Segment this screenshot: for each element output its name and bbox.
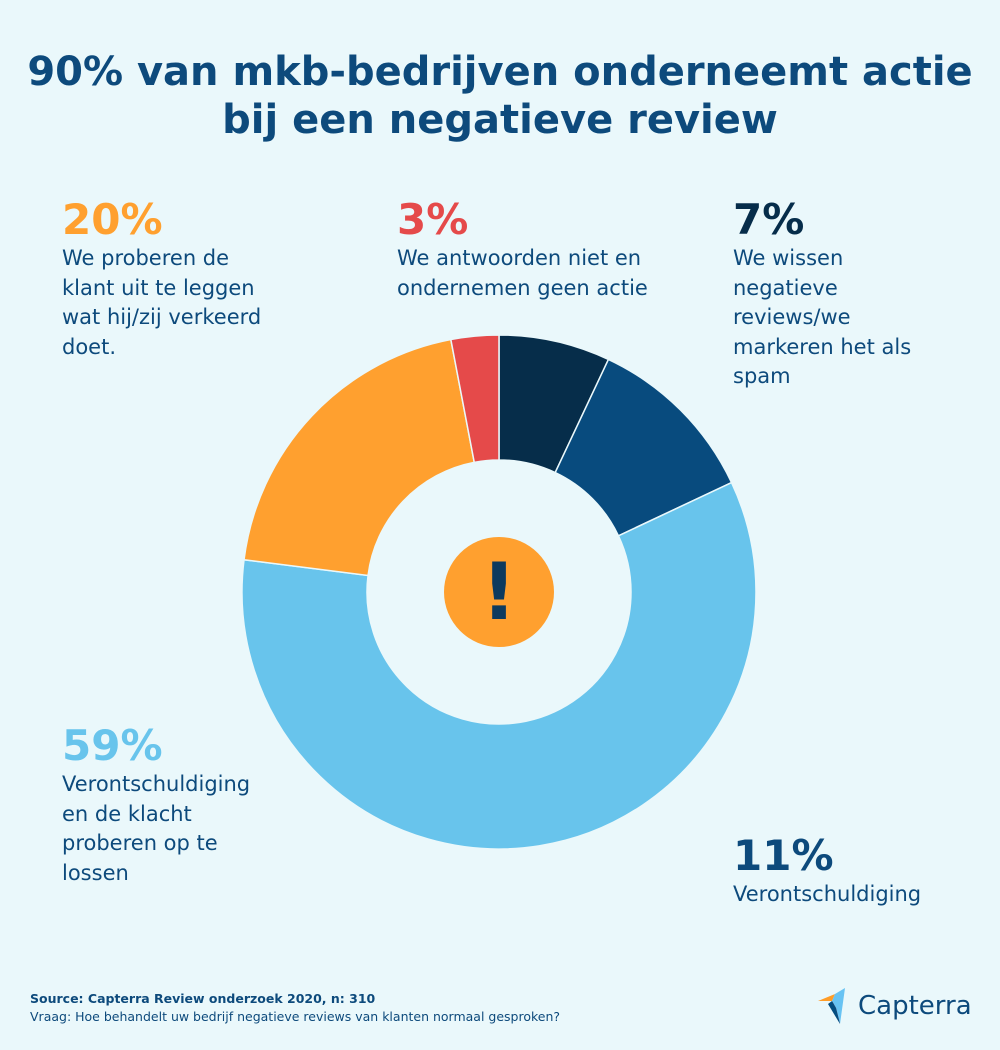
label-20-percent: 20% We proberen de klant uit te leggen w…	[62, 196, 292, 362]
label-20-percent-line-1: We proberen de	[62, 246, 230, 270]
question-line: Vraag: Hoe behandelt uw bedrijf negatiev…	[30, 1009, 561, 1024]
label-20-percent-line-4: doet.	[62, 334, 117, 359]
label-59-percent: 59% Verontschuldiging en de klacht probe…	[62, 722, 292, 888]
capterra-logo: Capterra	[818, 986, 972, 1026]
warning-icon	[444, 537, 554, 647]
label-3-percent-value: 3%	[397, 195, 469, 244]
chart-title: 90% van mkb-bedrijven onderneemt actie b…	[0, 48, 1000, 144]
exclamation-mark-icon: !	[481, 548, 517, 638]
chart-title-line-1: 90% van mkb-bedrijven onderneemt actie	[27, 49, 973, 95]
label-11-percent-value: 11%	[733, 831, 834, 880]
label-3-percent-line-2: ondernemen geen actie	[397, 275, 648, 300]
label-7-percent-value: 7%	[733, 195, 805, 244]
label-20-percent-line-2: klant uit te leggen	[62, 275, 255, 300]
label-59-percent-line-4: lossen	[62, 860, 129, 885]
capterra-logo-text: Capterra	[858, 991, 972, 1021]
chart-title-line-2: bij een negatieve review	[222, 97, 778, 143]
label-11-percent-line-1: Verontschuldiging	[733, 882, 922, 906]
label-7-percent-line-3: reviews/we	[733, 305, 851, 329]
label-59-percent-value: 59%	[62, 721, 163, 770]
source-note: Source: Capterra Review onderzoek 2020, …	[30, 990, 560, 1026]
label-7-percent-line-2: negatieve	[733, 275, 838, 300]
label-7-percent-line-4: markeren het als	[733, 334, 912, 359]
label-7-percent-line-5: spam	[733, 364, 791, 388]
label-7-percent-line-1: We wissen	[733, 246, 844, 270]
label-59-percent-line-2: en de klacht	[62, 801, 192, 826]
label-7-percent: 7% We wissen negatieve reviews/we marker…	[733, 196, 953, 392]
label-59-percent-line-3: proberen op te	[62, 831, 218, 855]
label-59-percent-line-1: Verontschuldiging	[62, 772, 251, 796]
label-3-percent-line-1: We antwoorden niet en	[397, 246, 642, 270]
label-20-percent-line-3: wat hij/zij verkeerd	[62, 305, 262, 329]
label-11-percent: 11% Verontschuldiging	[733, 832, 973, 910]
label-3-percent: 3% We antwoorden niet en ondernemen geen…	[397, 196, 667, 303]
source-line: Source: Capterra Review onderzoek 2020, …	[30, 991, 376, 1006]
label-20-percent-value: 20%	[62, 195, 163, 244]
capterra-arrow-icon	[818, 988, 845, 1024]
